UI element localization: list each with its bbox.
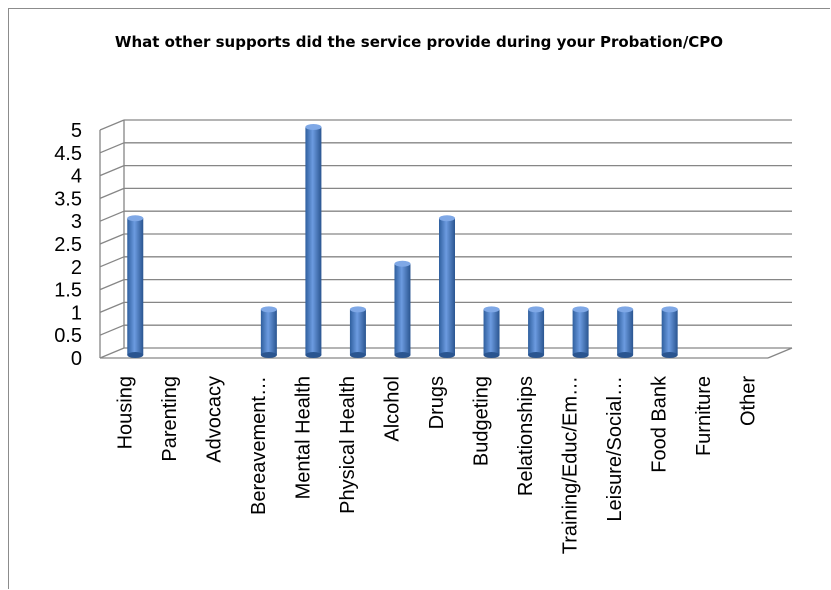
bar-top <box>617 306 634 313</box>
bar-base <box>260 352 277 358</box>
x-tick-label: Furniture <box>693 376 715 456</box>
gridline-side <box>99 187 125 199</box>
gridline-side <box>99 279 125 291</box>
gridline-side <box>99 256 125 268</box>
bar <box>617 306 634 358</box>
bar-base <box>127 352 144 358</box>
x-tick-label: Bereavement… <box>248 376 270 515</box>
y-tick-label: 3 <box>71 211 82 233</box>
bar-body <box>127 218 144 355</box>
x-tick-label: Drugs <box>426 376 448 429</box>
y-tick-label: 4 <box>71 166 82 188</box>
bar-body <box>439 218 455 355</box>
y-tick-label: 1 <box>71 302 82 324</box>
bar-base <box>394 352 411 358</box>
bar-top <box>394 260 411 267</box>
bar-body <box>617 309 634 355</box>
bar-body <box>394 263 411 355</box>
bar-body <box>572 309 589 355</box>
bar-base <box>349 352 366 358</box>
bar-top <box>349 306 366 313</box>
x-tick-label: Physical Health <box>337 376 359 514</box>
bar-base <box>572 352 589 358</box>
x-tick-label: Budgeting <box>471 376 493 466</box>
x-tick-label: Mental Health <box>292 376 314 499</box>
x-tick-label: Alcohol <box>381 376 403 442</box>
x-tick-label: Advocacy <box>203 376 225 463</box>
bar-base <box>305 352 322 358</box>
floor-right-edge <box>767 347 793 359</box>
bar-top <box>483 306 500 313</box>
x-tick-label: Other <box>738 376 760 426</box>
gridline-side <box>99 347 125 359</box>
y-tick-label: 0 <box>71 348 82 370</box>
x-tick-label: Relationships <box>515 376 537 496</box>
bar-body <box>661 309 678 355</box>
x-tick-label: Parenting <box>159 376 181 462</box>
gridline-side <box>99 301 125 313</box>
gridline-side <box>99 119 125 131</box>
bar-body <box>260 309 277 355</box>
bar-base <box>483 352 500 358</box>
bar <box>127 215 144 358</box>
bar-body <box>305 127 322 355</box>
bar <box>394 260 411 358</box>
y-tick-label: 5 <box>71 120 82 142</box>
y-tick-label: 2 <box>71 257 82 279</box>
bar-body <box>528 309 545 355</box>
bar-top <box>260 306 277 313</box>
x-tick-label: Food Bank <box>649 375 671 473</box>
bar-top <box>127 215 144 222</box>
y-tick-label: 2.5 <box>54 234 82 256</box>
gridline-side <box>99 210 125 222</box>
bar <box>439 215 455 358</box>
bar-base <box>439 352 455 358</box>
bar-base <box>617 352 634 358</box>
gridline-side <box>99 142 125 154</box>
y-tick-label: 4.5 <box>54 143 82 165</box>
bar <box>661 306 678 358</box>
y-tick-label: 0.5 <box>54 325 82 347</box>
bar-top <box>528 306 545 313</box>
chart-title: What other supports did the service prov… <box>114 33 724 51</box>
bar-base <box>661 352 678 358</box>
bar <box>349 306 366 358</box>
gridline-side <box>99 324 125 336</box>
y-tick-label: 1.5 <box>54 280 82 302</box>
bar <box>260 306 277 358</box>
x-tick-label: Leisure/Social… <box>604 376 626 522</box>
bar-body <box>349 309 366 355</box>
bar <box>572 306 589 358</box>
bar <box>483 306 500 358</box>
bar-top <box>572 306 589 313</box>
bar-top <box>305 124 322 130</box>
bar-top <box>439 215 455 222</box>
bar-body <box>483 309 500 355</box>
chart-frame <box>8 8 830 589</box>
x-tick-label: Training/Educ/Em… <box>560 376 582 554</box>
gridline-side <box>99 233 125 245</box>
bar <box>528 306 545 358</box>
x-tick-label: Housing <box>114 376 136 449</box>
bar-base <box>528 352 545 358</box>
gridline-side <box>99 165 125 177</box>
y-tick-label: 3.5 <box>54 188 82 210</box>
bar-top <box>661 306 678 313</box>
bar <box>305 124 322 358</box>
